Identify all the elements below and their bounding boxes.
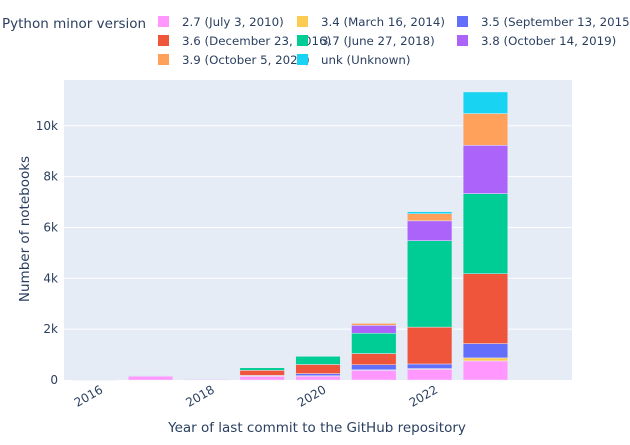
- x-axis-ticks: 2016 2018 2020 2022: [72, 382, 440, 409]
- bar-segment: [462, 360, 509, 381]
- bar-segment: [239, 367, 285, 371]
- bar-segment: [351, 353, 397, 365]
- bar-segment: [351, 332, 397, 354]
- bar-segment: [407, 211, 453, 214]
- x-tick-label: 2020: [295, 382, 328, 409]
- legend-label: 2.7 (July 3, 2010): [182, 15, 284, 29]
- y-axis-title: Number of notebooks: [17, 156, 33, 302]
- legend-swatch: [297, 54, 308, 65]
- bar-segment: [72, 379, 118, 381]
- bar-segment: [127, 374, 174, 376]
- bar-segment: [295, 375, 341, 381]
- legend-swatch: [297, 35, 308, 46]
- legend-label: 3.6 (December 23, 2016): [182, 34, 331, 48]
- legend-label: 3.5 (September 13, 2015): [481, 15, 630, 29]
- bar-segment: [351, 323, 397, 326]
- bar-segment: [239, 375, 285, 381]
- bar-segment: [407, 369, 453, 381]
- bar-segment: [183, 378, 229, 380]
- bar-segment: [462, 91, 509, 114]
- legend-title: Python minor version: [2, 16, 146, 32]
- y-tick-label: 0: [50, 373, 58, 387]
- bar-segment: [462, 193, 509, 274]
- bar-segment: [407, 213, 453, 222]
- legend-swatch: [457, 35, 468, 46]
- bar-segment: [351, 364, 397, 371]
- bar-segment: [407, 220, 453, 241]
- x-tick-label: 2016: [72, 382, 105, 409]
- bar-segment: [407, 240, 453, 328]
- bar-segment: [462, 113, 509, 146]
- bar-segment: [351, 370, 397, 381]
- bar-segment: [295, 356, 341, 365]
- legend-label: 3.8 (October 14, 2019): [481, 34, 616, 48]
- bars: [72, 91, 509, 381]
- legend: 2.7 (July 3, 2010) 3.4 (March 16, 2014) 3.…: [158, 15, 630, 67]
- legend-swatch: [158, 54, 169, 65]
- bar-segment: [351, 325, 397, 334]
- bar-segment: [295, 373, 341, 376]
- legend-label: unk (Unknown): [321, 53, 411, 67]
- bar-segment: [295, 364, 341, 374]
- y-axis-ticks: 0 2k 4k 6k 8k 10k: [36, 119, 58, 387]
- bar-segment: [407, 326, 453, 365]
- x-axis-title: Year of last commit to the GitHub reposi…: [167, 420, 466, 436]
- legend-label: 3.4 (March 16, 2014): [321, 15, 445, 29]
- legend-swatch: [457, 16, 468, 27]
- y-tick-label: 6k: [43, 220, 58, 234]
- bar-segment: [462, 273, 509, 344]
- x-tick-label: 2018: [183, 382, 216, 409]
- x-tick-label: 2022: [407, 382, 440, 409]
- y-tick-label: 2k: [43, 322, 58, 336]
- bar-segment: [462, 145, 509, 194]
- bar-segment: [407, 363, 453, 369]
- legend-label: 3.7 (June 27, 2018): [321, 34, 435, 48]
- legend-swatch: [297, 16, 308, 27]
- y-tick-label: 4k: [43, 271, 58, 285]
- legend-swatch: [158, 16, 169, 27]
- bar-segment: [351, 322, 397, 324]
- bar-segment: [462, 343, 509, 359]
- bar-segment: [239, 370, 285, 376]
- y-tick-label: 8k: [43, 170, 58, 184]
- legend-label: 3.9 (October 5, 2020): [182, 53, 310, 67]
- bar-segment: [462, 357, 509, 362]
- y-tick-label: 10k: [36, 119, 58, 133]
- legend-swatch: [158, 35, 169, 46]
